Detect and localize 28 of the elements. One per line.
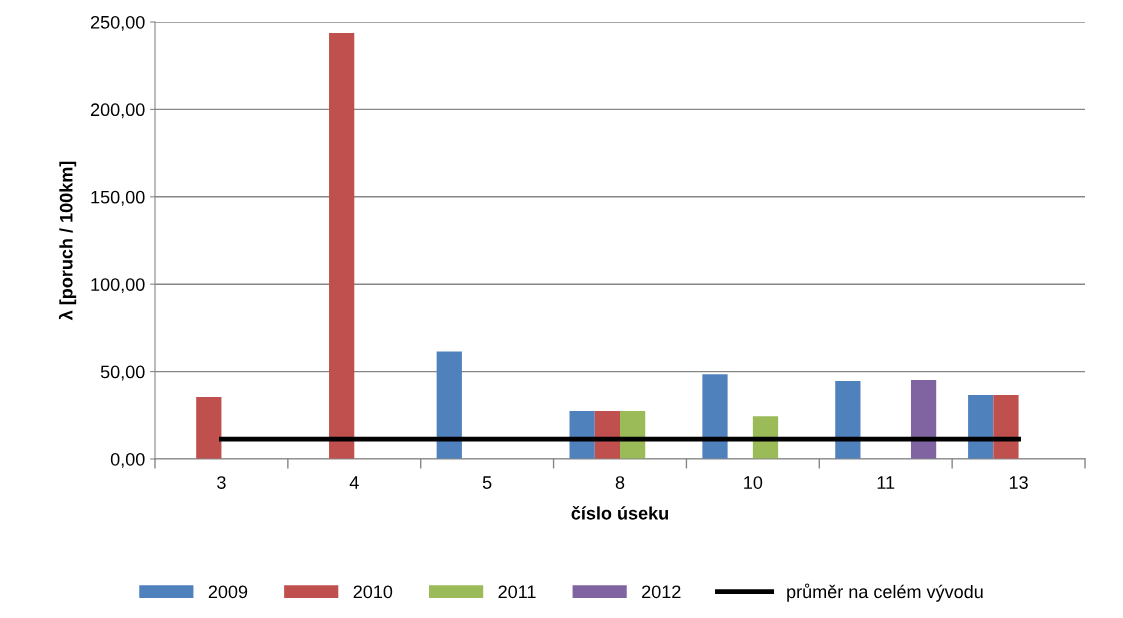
bar xyxy=(329,33,355,459)
x-tick-label: 10 xyxy=(744,476,763,489)
y-tick-label: 100,00 xyxy=(91,278,145,294)
legend-label: 2009 xyxy=(208,585,248,599)
x-tick-label: 13 xyxy=(1009,476,1028,489)
x-tick-label: 3 xyxy=(217,476,226,489)
legend-label: průměr na celém vývodu xyxy=(787,583,983,602)
x-axis-title: číslo úseku xyxy=(571,505,668,520)
bar xyxy=(196,396,222,459)
y-axis-title: λ [poruch / 100km] xyxy=(58,161,77,321)
legend-label: 2011 xyxy=(498,585,536,599)
y-tick-label: 50,00 xyxy=(100,365,145,381)
bar xyxy=(968,395,994,459)
y-tick-label: 0,00 xyxy=(110,452,145,468)
y-tick-label: 150,00 xyxy=(91,190,145,206)
bar xyxy=(835,381,861,459)
x-tick-label: 4 xyxy=(349,476,359,489)
y-tick-label: 250,00 xyxy=(90,15,145,31)
bar xyxy=(993,395,1019,459)
x-tick-label: 11 xyxy=(877,476,895,489)
x-tick-label: 5 xyxy=(482,476,492,489)
y-tick-label: 200,00 xyxy=(90,103,145,119)
bar xyxy=(910,379,937,459)
legend-label: 2012 xyxy=(642,585,681,599)
bar xyxy=(702,374,728,459)
bar xyxy=(436,351,462,459)
legend-label: 2010 xyxy=(353,585,393,599)
x-tick-label: 8 xyxy=(615,476,625,489)
